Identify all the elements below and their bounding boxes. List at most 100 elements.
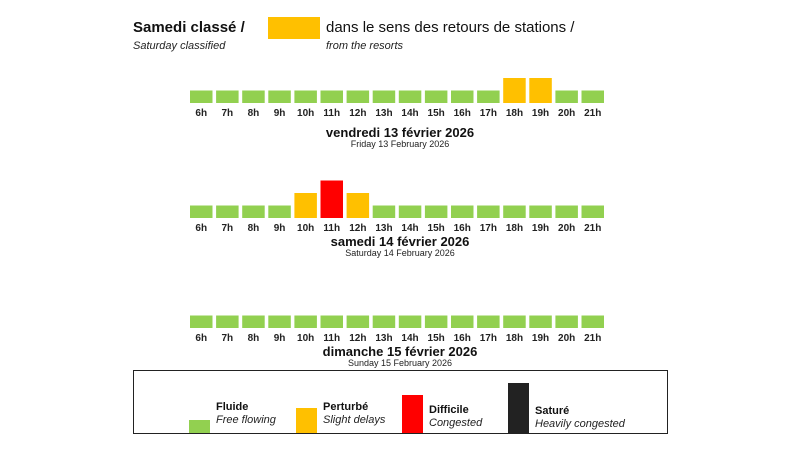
legend-swatch-sature <box>508 383 529 433</box>
tick-label-17h: 17h <box>480 223 497 234</box>
tick-label-7h: 7h <box>222 223 234 234</box>
day-title-en: Sunday 15 February 2026 <box>347 358 453 368</box>
bar-8h <box>242 315 265 328</box>
bar-10h <box>294 90 317 103</box>
bar-6h <box>190 315 213 328</box>
header-color-swatch <box>268 17 320 39</box>
bar-6h <box>190 90 213 103</box>
direction-en: from the resorts <box>326 40 404 52</box>
bar-19h <box>529 315 552 328</box>
tick-label-13h: 13h <box>375 333 392 344</box>
tick-label-21h: 21h <box>584 108 601 119</box>
bar-7h <box>216 205 239 218</box>
tick-label-11h: 11h <box>323 333 340 344</box>
legend-label-fr: Perturbé <box>323 401 369 413</box>
legend-label-en: Free flowing <box>216 414 276 426</box>
bar-18h <box>503 315 526 328</box>
bar-19h <box>529 205 552 218</box>
bar-16h <box>451 90 474 103</box>
bar-14h <box>398 205 422 218</box>
tick-label-13h: 13h <box>375 223 392 234</box>
tick-label-16h: 16h <box>454 108 471 119</box>
bar-20h <box>555 315 578 328</box>
tick-label-14h: 14h <box>401 333 418 344</box>
tick-label-7h: 7h <box>222 333 234 344</box>
day-title-en: Saturday 14 February 2026 <box>345 248 455 258</box>
tick-label-9h: 9h <box>274 223 286 234</box>
tick-label-11h: 11h <box>323 108 340 119</box>
bar-13h <box>372 315 396 328</box>
bar-16h <box>451 315 474 328</box>
header-title-fr: Samedi classé / <box>133 19 245 36</box>
bar-14h <box>398 90 422 103</box>
bar-12h <box>346 90 370 103</box>
tick-label-15h: 15h <box>428 333 445 344</box>
bar-13h <box>372 90 396 103</box>
day-title-fr: vendredi 13 février 2026 <box>325 125 475 140</box>
bar-13h <box>372 205 396 218</box>
bar-9h <box>268 205 291 218</box>
bar-12h <box>346 193 370 218</box>
legend-label-fr: Difficile <box>429 404 469 416</box>
bar-16h <box>451 205 474 218</box>
legend-item-fluide: Fluide Free flowing <box>189 401 309 433</box>
tick-label-15h: 15h <box>428 108 445 119</box>
tick-label-18h: 18h <box>506 333 523 344</box>
tick-label-8h: 8h <box>248 333 260 344</box>
bar-10h <box>294 193 317 218</box>
header-title-en: Saturday classified <box>133 40 226 52</box>
tick-label-18h: 18h <box>506 108 523 119</box>
tick-label-19h: 19h <box>532 108 549 119</box>
bar-18h <box>503 205 526 218</box>
tick-label-19h: 19h <box>532 223 549 234</box>
legend-label-fr: Saturé <box>535 405 570 417</box>
day-title-fr: dimanche 15 février 2026 <box>322 344 478 359</box>
tick-label-8h: 8h <box>248 108 260 119</box>
tick-label-8h: 8h <box>248 223 260 234</box>
bar-7h <box>216 90 239 103</box>
tick-label-18h: 18h <box>506 223 523 234</box>
chart-svg-saturday: 6h 7h 8h 9h 10h 11h 12h 13h 14h 15h 16h 17h 18h 19h 20… <box>190 180 604 234</box>
bar-17h <box>477 205 500 218</box>
tick-label-17h: 17h <box>480 333 497 344</box>
bar-18h <box>503 78 526 103</box>
tick-label-6h: 6h <box>195 333 207 344</box>
tick-label-16h: 16h <box>454 333 471 344</box>
day-chart-saturday: 6h 7h 8h 9h 10h 11h 12h 13h 14h 15h 16h 17h 18h 19h 20… <box>0 170 800 270</box>
bar-21h <box>581 90 604 103</box>
tick-label-21h: 21h <box>584 223 601 234</box>
bar-11h <box>320 180 343 218</box>
bar-6h <box>190 205 213 218</box>
tick-label-6h: 6h <box>195 223 207 234</box>
direction-fr: dans le sens des retours de stations / <box>326 19 575 36</box>
tick-label-12h: 12h <box>349 333 366 344</box>
legend-label-en: Slight delays <box>323 414 386 426</box>
bar-17h <box>477 315 500 328</box>
legend: Fluide Free flowing Perturbé Slight dela… <box>133 370 668 434</box>
bar-15h <box>424 315 448 328</box>
tick-label-20h: 20h <box>558 108 575 119</box>
tick-label-10h: 10h <box>297 333 314 344</box>
legend-label-fr: Fluide <box>216 401 249 413</box>
legend-item-perturbe: Perturbé Slight delays <box>296 401 416 433</box>
tick-label-12h: 12h <box>349 108 366 119</box>
bar-10h <box>294 315 317 328</box>
chart-svg-sunday: 6h 7h 8h 9h 10h 11h 12h 13h 14h 15h 16h 17h 18h 19h 20… <box>190 315 604 344</box>
bar-11h <box>320 315 343 328</box>
chart-svg-friday: 6h 7h 8h 9h 10h 11h 12h 13h 14h 15h 16h 17h 18h 19h 20… <box>190 78 604 119</box>
bar-11h <box>320 90 343 103</box>
tick-label-6h: 6h <box>195 108 207 119</box>
legend-item-sature: Saturé Heavily congested <box>508 383 648 433</box>
tick-label-9h: 9h <box>274 333 286 344</box>
bar-19h <box>529 78 552 103</box>
legend-item-difficile: Difficile Congested <box>402 394 522 433</box>
bar-15h <box>424 205 448 218</box>
tick-label-14h: 14h <box>401 108 418 119</box>
bar-12h <box>346 315 370 328</box>
day-title-en: Friday 13 February 2026 <box>350 139 450 149</box>
tick-label-16h: 16h <box>454 223 471 234</box>
day-chart-sunday: 6h 7h 8h 9h 10h 11h 12h 13h 14h 15h 16h 17h 18h 19h 20… <box>0 300 800 400</box>
bar-20h <box>555 205 578 218</box>
tick-label-21h: 21h <box>584 333 601 344</box>
tick-label-15h: 15h <box>428 223 445 234</box>
